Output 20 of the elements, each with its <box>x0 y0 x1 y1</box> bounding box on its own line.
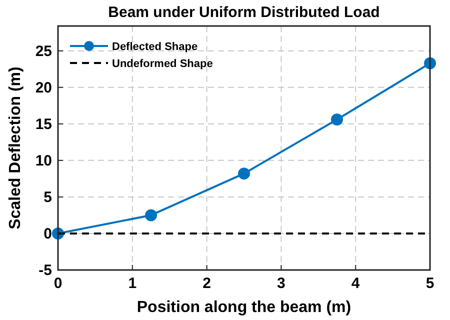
point <box>331 114 343 126</box>
y-tick-label: -5 <box>38 262 52 279</box>
point <box>238 168 250 180</box>
x-tick-label: 5 <box>426 275 434 292</box>
x-tick-label: 4 <box>351 275 360 292</box>
y-tick-label: 25 <box>35 42 52 60</box>
y-tick-label: 10 <box>35 152 52 170</box>
chart-title: Beam under Uniform Distributed Load <box>108 4 380 21</box>
point <box>145 209 157 222</box>
y-tick-label: 5 <box>44 188 52 206</box>
legend-label: Deflected Shape <box>112 41 198 53</box>
y-tick-label: 15 <box>35 116 52 133</box>
x-tick-label: 1 <box>128 275 137 292</box>
y-axis-title: Scaled Deflection (m) <box>7 66 24 230</box>
y-tick-label: 0 <box>44 225 52 242</box>
legend-label: Undeformed Shape <box>112 58 213 70</box>
x-axis-title: Position along the beam (m) <box>136 299 352 316</box>
y-tick-label: 20 <box>35 79 52 96</box>
x-tick-label: 2 <box>202 275 211 292</box>
x-tick-label: 3 <box>277 275 286 292</box>
